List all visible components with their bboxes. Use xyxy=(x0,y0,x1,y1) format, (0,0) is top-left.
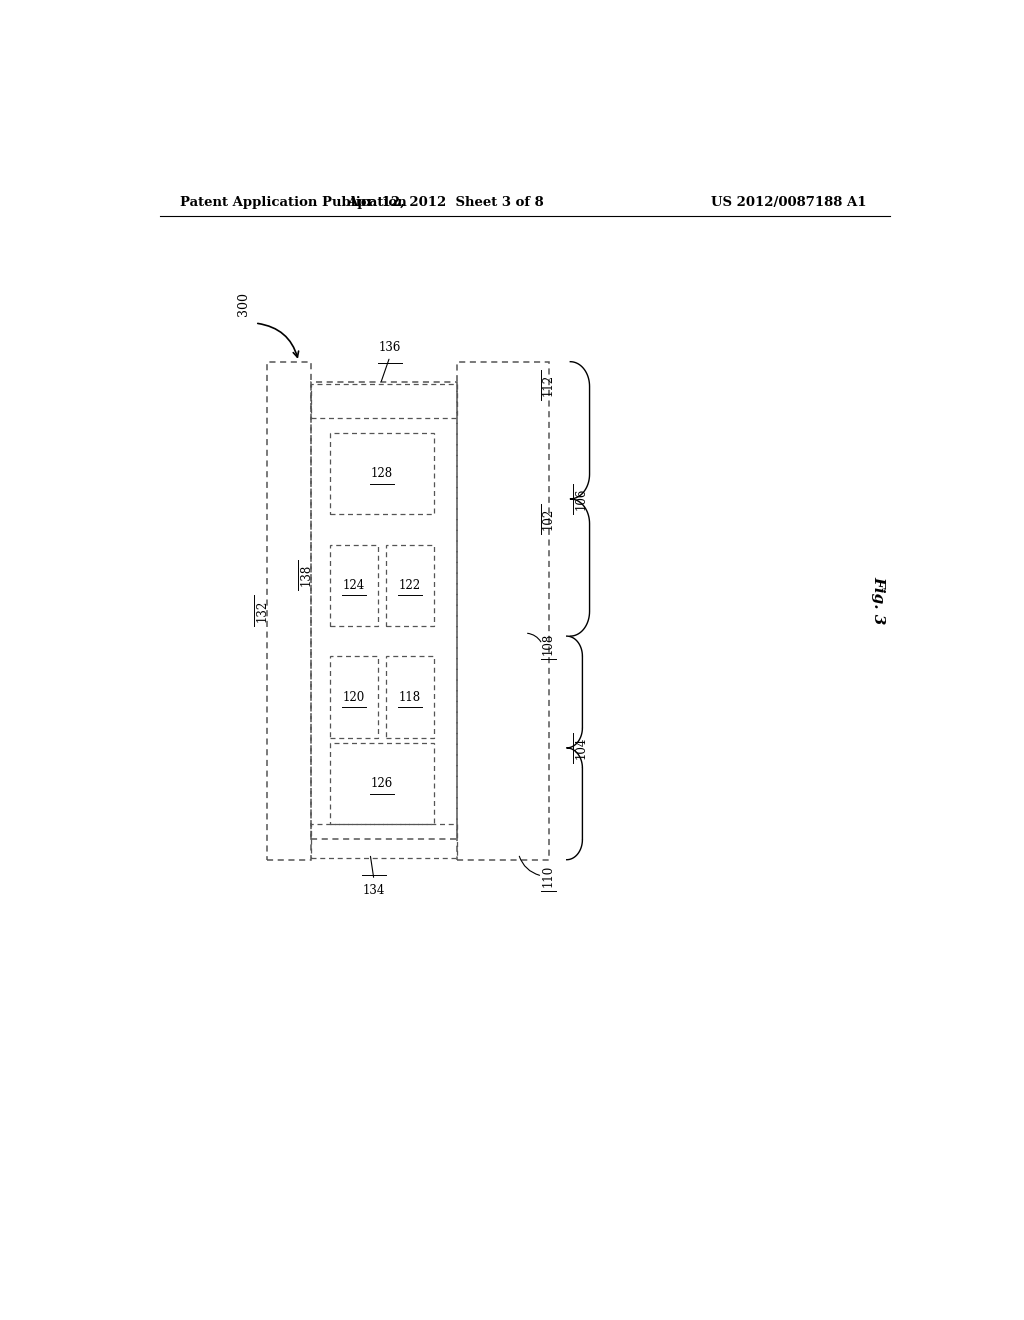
Text: 110: 110 xyxy=(542,865,555,887)
Text: Patent Application Publication: Patent Application Publication xyxy=(179,195,407,209)
Text: 120: 120 xyxy=(343,690,366,704)
Bar xyxy=(458,362,549,859)
Bar xyxy=(331,743,433,824)
Text: 136: 136 xyxy=(379,341,401,354)
Text: 102: 102 xyxy=(542,508,555,531)
Text: Apr. 12, 2012  Sheet 3 of 8: Apr. 12, 2012 Sheet 3 of 8 xyxy=(347,195,544,209)
Bar xyxy=(331,433,433,515)
Text: 104: 104 xyxy=(574,737,588,759)
Text: 118: 118 xyxy=(398,690,421,704)
Bar xyxy=(310,384,458,417)
Bar xyxy=(386,545,433,626)
Bar xyxy=(331,656,378,738)
Text: 108: 108 xyxy=(542,634,555,655)
Text: 134: 134 xyxy=(362,884,385,898)
Bar xyxy=(386,656,433,738)
Text: 112: 112 xyxy=(542,374,555,396)
Text: 300: 300 xyxy=(237,292,250,315)
Bar xyxy=(310,824,458,858)
Text: 122: 122 xyxy=(398,578,421,591)
Text: 138: 138 xyxy=(299,564,312,586)
Bar xyxy=(310,381,458,840)
Text: Fig. 3: Fig. 3 xyxy=(871,577,885,624)
Bar xyxy=(267,362,310,859)
Text: 128: 128 xyxy=(371,467,393,480)
Text: 126: 126 xyxy=(371,777,393,789)
Text: 132: 132 xyxy=(256,599,268,622)
Bar xyxy=(331,545,378,626)
Text: US 2012/0087188 A1: US 2012/0087188 A1 xyxy=(711,195,866,209)
Text: 124: 124 xyxy=(343,578,366,591)
Text: 106: 106 xyxy=(574,487,588,510)
